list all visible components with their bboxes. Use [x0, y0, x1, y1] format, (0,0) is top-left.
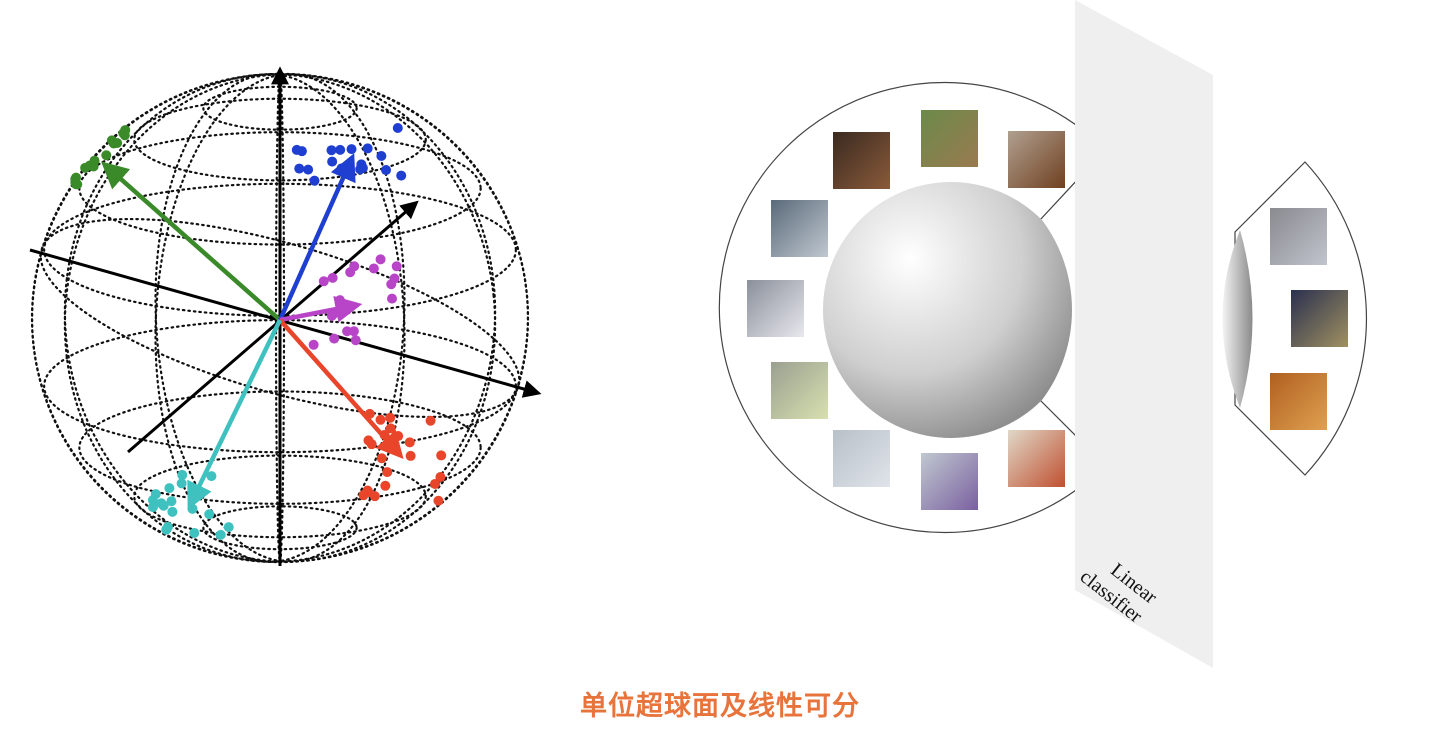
cyan-point: [147, 502, 158, 513]
red-point: [436, 450, 447, 461]
airplane-image: [921, 453, 978, 510]
blue-point: [303, 164, 314, 175]
unit-sphere-plot: [29, 66, 542, 566]
magenta-point: [349, 261, 360, 272]
cat-image: [1270, 208, 1327, 265]
latitude-line: [43, 182, 517, 317]
blue-point: [362, 143, 373, 154]
linear-classifier-plane: [1075, 0, 1213, 668]
axis-depth: [127, 200, 419, 454]
blue-point: [381, 165, 392, 176]
cyan-point: [167, 506, 178, 517]
magenta-point: [326, 310, 337, 321]
red-point: [405, 450, 416, 461]
dog-image: [921, 110, 978, 167]
red-vector: [278, 318, 404, 460]
magenta-point: [350, 335, 361, 346]
cyan-point: [215, 529, 226, 540]
longitude-line: [63, 73, 497, 563]
red-point: [385, 423, 396, 434]
magenta-point: [327, 272, 338, 283]
magenta-point: [329, 333, 340, 344]
cyan-point: [176, 478, 187, 489]
blue-point: [346, 144, 357, 155]
blue-point: [291, 144, 302, 155]
blue-point: [392, 122, 403, 133]
red-point: [435, 472, 446, 483]
green-point: [120, 125, 131, 136]
linear-separability-illustration: Linearclassifier: [718, 0, 1368, 668]
cyan-point: [156, 498, 167, 509]
unit-hypersphere: [822, 182, 1073, 439]
cluster-cyan: [147, 319, 283, 540]
car-image: [747, 280, 804, 337]
green-vector: [100, 161, 282, 322]
magenta-point: [342, 326, 353, 337]
magenta-point: [308, 339, 319, 350]
red-point: [366, 439, 377, 450]
red-point: [433, 495, 444, 506]
red-point: [404, 437, 415, 448]
green-point: [101, 150, 112, 161]
sphere-cap: [1222, 230, 1253, 408]
blue-point: [327, 156, 338, 167]
red-point: [380, 480, 391, 491]
cat-image: [1291, 290, 1348, 347]
cyan-point: [162, 521, 173, 532]
red-point: [379, 429, 390, 440]
cluster-magenta: [279, 254, 402, 350]
caption: 单位超球面及线性可分: [580, 691, 860, 722]
red-point: [363, 487, 374, 498]
red-point: [376, 453, 387, 464]
blue-point: [335, 144, 346, 155]
dog-image: [833, 132, 890, 189]
cyan-point: [223, 522, 234, 533]
cyan-point: [164, 483, 175, 494]
cluster-green: [70, 125, 282, 322]
magenta-point: [334, 295, 345, 306]
cluster-blue: [277, 122, 407, 321]
dog-image: [1008, 131, 1065, 188]
cyan-point: [147, 495, 158, 506]
cyan-vector: [187, 319, 283, 510]
car-image: [771, 362, 828, 419]
green-point: [71, 172, 82, 183]
blue-point: [396, 170, 407, 181]
cyan-point: [189, 527, 200, 538]
green-point: [106, 135, 117, 146]
car-image: [771, 200, 828, 257]
cyan-point: [166, 496, 177, 507]
cyan-point: [187, 503, 198, 514]
magenta-vector: [279, 295, 363, 323]
red-point: [429, 478, 440, 489]
cyan-point: [177, 469, 188, 480]
magenta-point: [318, 276, 329, 287]
red-point: [382, 467, 393, 478]
magenta-point: [368, 263, 379, 274]
red-point: [385, 412, 396, 423]
red-point: [364, 408, 375, 419]
magenta-point: [387, 293, 398, 304]
magenta-point: [375, 254, 386, 265]
magenta-point: [391, 261, 402, 272]
green-point: [88, 161, 99, 172]
cyan-point: [206, 471, 217, 482]
blue-point: [356, 159, 367, 170]
airplane-image: [1008, 430, 1065, 487]
airplane-image: [833, 430, 890, 487]
blue-point: [326, 145, 337, 156]
red-point: [393, 431, 404, 442]
blue-vector: [277, 153, 356, 321]
cat-image: [1270, 373, 1327, 430]
red-point: [425, 415, 436, 426]
magenta-point: [389, 273, 400, 284]
blue-point: [376, 151, 387, 162]
blue-point: [309, 175, 320, 186]
cyan-point: [204, 509, 215, 520]
blue-point: [336, 163, 347, 174]
red-point: [375, 414, 386, 425]
blue-point: [294, 163, 305, 174]
cluster-red: [278, 318, 447, 506]
